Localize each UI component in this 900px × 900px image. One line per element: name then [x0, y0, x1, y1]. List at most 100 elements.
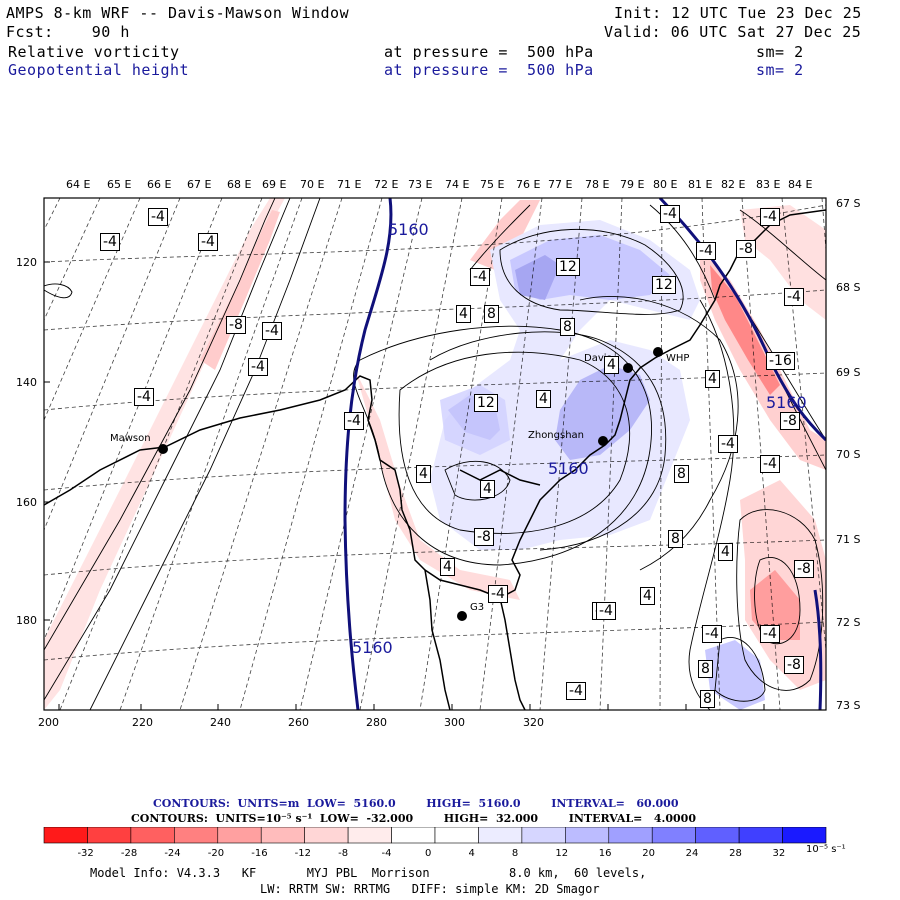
- vorticity-contour-label: -4: [100, 233, 120, 251]
- lat-label: 69 S: [836, 366, 861, 379]
- init-time: Init: 12 UTC Tue 23 Dec 25: [614, 4, 862, 22]
- vorticity-contour-label: -4: [718, 435, 738, 453]
- field2-smoothing: sm= 2: [756, 61, 804, 79]
- lon-label: 78 E: [585, 178, 610, 191]
- vorticity-contour-label: 4: [604, 356, 619, 374]
- colorbar-tick-label: -24: [164, 848, 181, 859]
- station-label-g3: G3: [470, 602, 485, 613]
- station-label-whp: WHP: [666, 353, 690, 364]
- lon-label: 80 E: [653, 178, 678, 191]
- lon-label: 83 E: [756, 178, 781, 191]
- vorticity-contour-label: -4: [702, 625, 722, 643]
- colorbar-segment: [695, 827, 740, 844]
- height-contour-label: 5160: [388, 220, 429, 239]
- vorticity-contour-label: -8: [780, 412, 800, 430]
- station-label-davis: Davis: [584, 353, 612, 364]
- colorbar-segment: [608, 827, 653, 844]
- vorticity-contour-label: -4: [660, 205, 680, 223]
- lon-label: 84 E: [788, 178, 813, 191]
- vorticity-contour-label: 4: [440, 558, 455, 576]
- pos-vort-central: [430, 220, 700, 550]
- vorticity-contour-label: -4: [470, 268, 490, 286]
- colorbar-tick-label: -20: [207, 848, 225, 859]
- vorticity-contour-label: 4: [718, 543, 733, 561]
- lon-label: 81 E: [688, 178, 713, 191]
- model-info: Model Info: V4.3.3 KF MYJ PBL Morrison 8…: [90, 866, 647, 880]
- vorticity-contour-label: 12: [556, 258, 580, 276]
- colorbar-tick-label: 28: [729, 848, 742, 859]
- vorticity-contours-info: CONTOURS: UNITS=10⁻⁵ s⁻¹ LOW= -32.000 HI…: [131, 812, 696, 825]
- colorbar-segment: [260, 827, 305, 844]
- field2-name: Geopotential height: [8, 61, 190, 79]
- colorbar-segment: [174, 827, 219, 844]
- field1-level: at pressure = 500 hPa: [384, 43, 594, 61]
- vorticity-contour-label: -4: [696, 242, 716, 260]
- vorticity-contour-label: 8: [674, 465, 689, 483]
- vorticity-contour-label: -4: [344, 412, 364, 430]
- vorticity-contour-label: -16: [766, 352, 795, 370]
- station-label-zhongshan: Zhongshan: [528, 430, 585, 441]
- height-contour-east: [658, 198, 826, 442]
- y-tick-label: 120: [16, 256, 37, 269]
- vorticity-contour-label: 4: [416, 465, 431, 483]
- height-contour-label: 5160: [548, 459, 589, 478]
- vorticity-contour-label: -8: [226, 316, 246, 334]
- vorticity-contour-label: -4: [134, 388, 154, 406]
- station-dot-whp: [653, 347, 663, 357]
- x-tick-label: 320: [523, 716, 544, 729]
- colorbar-segment: [565, 827, 610, 844]
- pos-vort-north-core: [515, 255, 560, 300]
- pos-vort-southeast: [705, 640, 765, 710]
- vorticity-contour-label: 4: [705, 370, 720, 388]
- station-label-mawson: Mawson: [110, 433, 151, 444]
- lon-label: 71 E: [337, 178, 362, 191]
- field1-name: Relative vorticity: [8, 43, 180, 61]
- lat-label: 73 S: [836, 699, 861, 712]
- lon-label: 79 E: [620, 178, 645, 191]
- colorbar-tick-label: 16: [598, 848, 612, 859]
- colorbar-tick-label: -8: [338, 848, 349, 859]
- x-tick-label: 220: [132, 716, 153, 729]
- vorticity-contour-label: -4: [198, 233, 218, 251]
- colorbar-tick-label: 8: [511, 848, 519, 859]
- height-contours-info: CONTOURS: UNITS=m LOW= 5160.0 HIGH= 5160…: [153, 797, 679, 810]
- vorticity-contour-label: 8: [698, 660, 713, 678]
- colorbar-segment: [434, 827, 479, 844]
- vorticity-contour-label: 12: [652, 276, 676, 294]
- colorbar-tick-label: 0: [425, 848, 432, 859]
- lon-label: 74 E: [445, 178, 470, 191]
- station-dot-g3: [457, 611, 467, 621]
- station-dot-mawson: [158, 444, 168, 454]
- x-tick-label: 300: [444, 716, 465, 729]
- vorticity-contour-label: -8: [736, 240, 756, 258]
- neg-vort-east-strong: [710, 265, 780, 395]
- vorticity-contour-label: -4: [596, 602, 616, 620]
- colorbar-segment: [391, 827, 436, 844]
- neg-vort-southeast-core: [750, 570, 800, 640]
- vorticity-contour-label: -4: [760, 455, 780, 473]
- colorbar-segment: [782, 827, 827, 844]
- colorbar-tick-label: 24: [685, 848, 699, 859]
- colorbar-tick-label: -4: [381, 848, 392, 859]
- lat-label: 67 S: [836, 197, 861, 210]
- y-tick-label: 180: [16, 614, 37, 627]
- plot-frame: [43, 197, 827, 711]
- vorticity-contour-label: -8: [794, 560, 814, 578]
- neg-vort-northcentral: [470, 200, 540, 270]
- vorticity-contour-label: 8: [668, 530, 683, 548]
- chart-title: AMPS 8-km WRF -- Davis-Mawson Window: [6, 4, 350, 22]
- colorbar-segment: [87, 827, 132, 844]
- vorticity-contour-label: -8: [784, 656, 804, 674]
- colorbar-segment: [217, 827, 262, 844]
- x-tick-label: 200: [38, 716, 59, 729]
- vorticity-contour-label: 4: [536, 390, 551, 408]
- x-tick-label: 240: [210, 716, 231, 729]
- vorticity-contour-label: 8: [560, 318, 575, 336]
- vorticity-contour-label: 8: [484, 305, 499, 323]
- colorbar-tick-label: -12: [294, 848, 311, 859]
- colorbar-segment: [43, 827, 88, 844]
- y-tick-label: 160: [16, 496, 37, 509]
- field2-level: at pressure = 500 hPa: [384, 61, 594, 79]
- lon-label: 72 E: [374, 178, 399, 191]
